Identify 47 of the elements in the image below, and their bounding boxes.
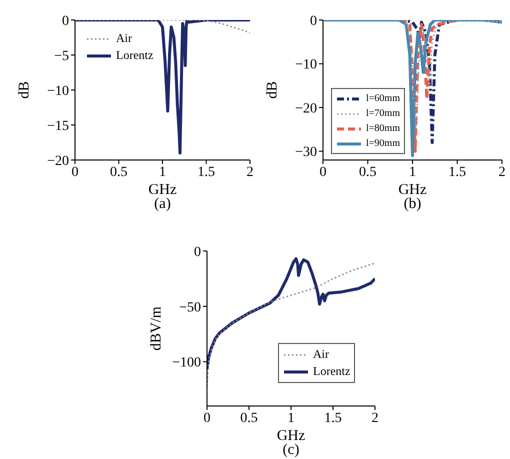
y-tick-label: −20: [295, 101, 317, 116]
x-tick-label: 0: [204, 410, 210, 426]
legend-label: l=60mm: [366, 92, 400, 106]
legend-label: l=70mm: [366, 107, 400, 121]
y-tick-label: −10: [295, 58, 317, 73]
x-tick-label: 1: [288, 410, 294, 426]
x-tick-label: 1.5: [198, 164, 215, 180]
x-tick-label: 2: [498, 164, 506, 180]
text: (c): [282, 442, 300, 459]
x-tick-label: 0.5: [359, 164, 376, 180]
legend-label: Air: [313, 346, 329, 363]
y-tick-label: −100: [172, 356, 201, 371]
y-tick-label: 0: [194, 244, 201, 260]
x-tick-label: 0: [320, 164, 326, 180]
text: (b): [402, 196, 422, 213]
x-tick-label: 0.5: [110, 164, 128, 180]
x-tick-label: 1.5: [448, 164, 466, 180]
x-tick-label: 2: [372, 410, 378, 426]
x-tick-label: 1: [409, 164, 416, 180]
y-axis-title: dB: [264, 81, 280, 99]
x-tick-label: 2: [246, 164, 254, 180]
y-tick-label: 0: [310, 14, 317, 29]
x-axis-title: GHz: [148, 182, 177, 198]
legend-label: Air: [116, 30, 132, 47]
x-tick-label: 0: [72, 164, 78, 180]
x-axis-title: GHz: [276, 428, 306, 444]
y-tick-label: −15: [47, 118, 69, 134]
line-series: [75, 20, 250, 154]
y-tick-label: −30: [295, 145, 317, 160]
y-tick-label: −20: [47, 154, 69, 169]
text: (a): [153, 196, 172, 213]
line-series: [75, 20, 250, 34]
legend-label: l=90mm: [366, 137, 400, 151]
line-series: [207, 262, 375, 387]
legend-label: Lorentz: [116, 47, 154, 64]
y-tick-label: −5: [54, 48, 69, 64]
legend-label: Lorentz: [313, 363, 350, 380]
y-axis-title: dBV/m: [148, 306, 164, 351]
y-tick-label: −10: [47, 84, 69, 99]
x-tick-label: 0.5: [240, 410, 258, 426]
x-tick-label: 1.5: [324, 410, 342, 426]
legend-label: l=80mm: [366, 122, 400, 136]
y-tick-label: −50: [179, 300, 201, 316]
x-axis-title: GHz: [398, 182, 427, 198]
y-axis-title: dB: [16, 81, 32, 99]
y-tick-label: 0: [62, 14, 69, 29]
x-tick-label: 1: [159, 164, 166, 180]
